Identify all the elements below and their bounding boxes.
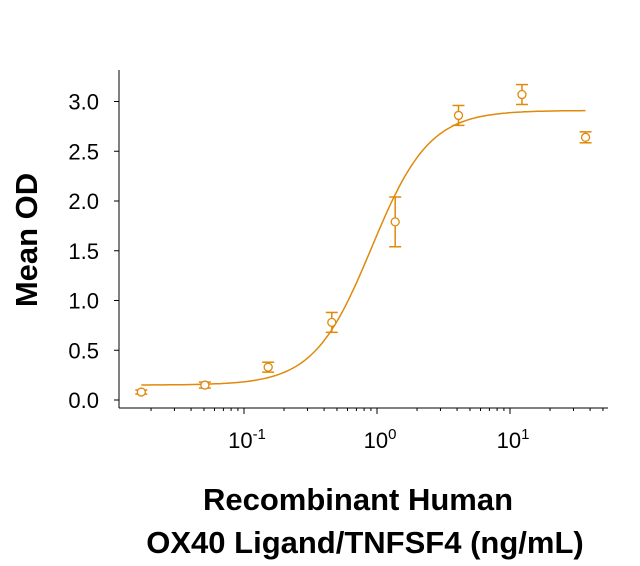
data-point-group xyxy=(262,361,275,373)
x-tick-base: 10 xyxy=(364,428,388,453)
y-tick-label: 2.5 xyxy=(68,139,99,164)
x-tick-label: 101 xyxy=(497,426,530,453)
data-point xyxy=(200,380,210,390)
y-tick-label: 0.5 xyxy=(68,338,99,363)
data-points xyxy=(135,83,592,397)
x-tick-label: 100 xyxy=(364,426,397,453)
x-tick-exponent: 0 xyxy=(388,426,396,443)
y-tick-label: 1.0 xyxy=(68,289,99,314)
y-tick-label: 1.5 xyxy=(68,239,99,264)
data-point xyxy=(453,110,464,121)
x-tick-exponent: 1 xyxy=(521,426,529,443)
data-point xyxy=(517,89,527,100)
data-point xyxy=(580,132,591,142)
x-axis-title-line1: Recombinant Human xyxy=(203,482,513,517)
fit-curve xyxy=(141,109,586,386)
fit-curve-group xyxy=(141,109,586,386)
data-point-group xyxy=(579,131,592,144)
x-tick-exponent: -1 xyxy=(253,426,266,443)
data-point-group xyxy=(325,311,338,334)
data-point-group xyxy=(198,380,211,390)
x-tick-base: 10 xyxy=(228,428,252,453)
y-axis-title: Mean OD xyxy=(9,173,44,307)
y-tick-label: 3.0 xyxy=(68,90,99,115)
x-axis-title-line2: OX40 Ligand/TNFSF4 (ng/mL) xyxy=(146,525,583,560)
x-tick-base: 10 xyxy=(497,428,521,453)
y-tick-label: 2.0 xyxy=(68,189,99,214)
data-point-group xyxy=(389,196,402,248)
data-point xyxy=(136,387,146,397)
data-point xyxy=(390,217,400,227)
data-point-group xyxy=(452,104,465,127)
data-point-group xyxy=(515,83,528,106)
x-tick-label: 10-1 xyxy=(228,426,266,453)
data-point-group xyxy=(135,387,148,397)
data-point xyxy=(263,362,273,372)
y-tick-label: 0.0 xyxy=(68,388,99,413)
axes: 0.00.51.01.52.02.53.010-1 100 101 xyxy=(68,70,608,453)
data-point xyxy=(327,317,337,328)
